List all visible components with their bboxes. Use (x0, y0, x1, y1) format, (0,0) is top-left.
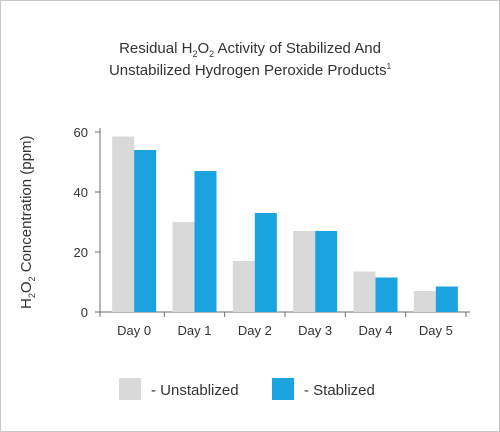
bar-stabilized-1 (194, 171, 217, 312)
bar-unstabilized-3 (293, 231, 316, 312)
bar-unstabilized-0 (112, 136, 135, 312)
legend-stabilized-swatch (272, 378, 294, 400)
y-tick-label: 60 (74, 125, 88, 140)
chart-title-line-2: Unstabilized Hydrogen Peroxide Products1 (108, 62, 392, 79)
x-category-label: Day 0 (117, 323, 151, 338)
bar-unstabilized-2 (232, 261, 255, 312)
bar-stabilized-5 (435, 286, 458, 312)
chart-title-line-1: Residual H2O2 Activity of Stabilized And (119, 40, 381, 59)
x-category-label: Day 2 (238, 323, 272, 338)
x-category-label: Day 3 (298, 323, 332, 338)
bar-unstabilized-4 (353, 271, 376, 312)
bar-unstabilized-5 (413, 291, 436, 312)
bar-unstabilized-1 (172, 222, 195, 312)
x-category-label: Day 4 (359, 323, 393, 338)
legend-stabilized-label: - Stablized (304, 382, 375, 399)
x-category-label: Day 5 (419, 323, 453, 338)
y-tick-label: 20 (74, 245, 88, 260)
bar-stabilized-4 (375, 277, 398, 312)
y-tick-label: 40 (74, 185, 88, 200)
y-tick-label: 0 (81, 305, 88, 320)
bar-stabilized-0 (134, 150, 157, 312)
legend-unstabilized-swatch (119, 378, 141, 400)
bar-stabilized-2 (254, 213, 277, 312)
x-category-label: Day 1 (178, 323, 212, 338)
legend-unstabilized-label: - Unstablized (151, 382, 239, 399)
bar-stabilized-3 (315, 231, 338, 312)
